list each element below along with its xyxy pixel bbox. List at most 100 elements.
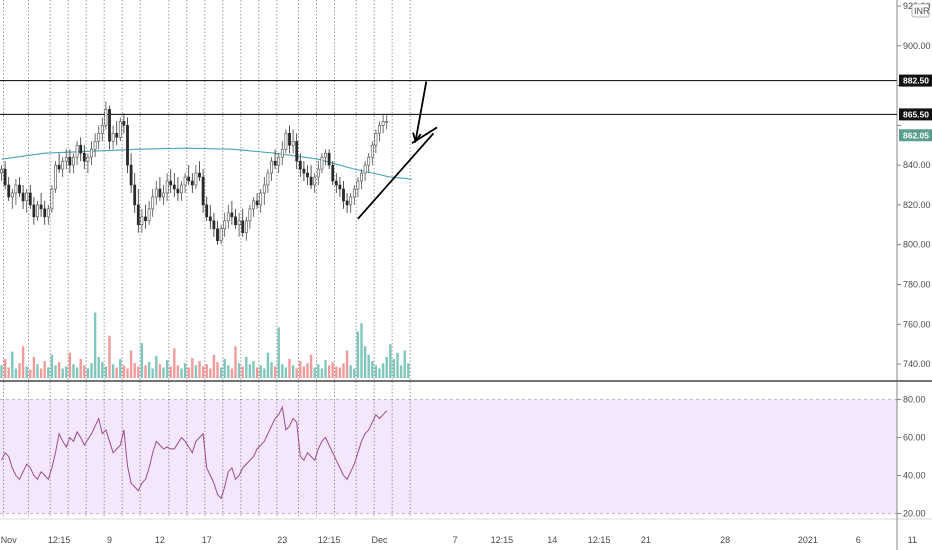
candle-body: [86, 156, 90, 162]
candle-body: [331, 164, 335, 182]
price-axis[interactable]: 920.00900.00840.00820.00800.00780.00760.…: [897, 1, 931, 369]
price-tick-label: 800.00: [903, 240, 931, 250]
candle-body: [104, 109, 108, 126]
rsi-tick-label: 40.00: [903, 471, 926, 481]
volume-bar: [252, 361, 255, 378]
volume-bar: [144, 365, 147, 378]
time-tick-label: 2021: [798, 535, 818, 545]
volume-bar: [212, 354, 216, 378]
candle-body: [14, 184, 18, 194]
volume-bar: [331, 362, 334, 378]
volume-bar: [407, 363, 410, 378]
volume-bar: [165, 360, 169, 378]
rsi-band-fill: [0, 399, 897, 514]
volume-bar: [396, 352, 399, 378]
candle-body: [147, 208, 151, 222]
candle-body: [25, 192, 29, 202]
candle-body: [176, 188, 180, 194]
volume-bar: [389, 344, 392, 378]
candle-body: [360, 172, 363, 182]
horizontal-level-layer[interactable]: [0, 80, 897, 115]
candle-body: [291, 140, 295, 146]
candle-body: [298, 160, 302, 170]
volume-layer: [0, 312, 410, 378]
volume-bar: [50, 354, 54, 378]
volume-bar: [25, 366, 28, 378]
candle-body: [352, 188, 356, 198]
volume-bar: [306, 363, 309, 378]
candle-body: [248, 208, 252, 222]
drawing-layer[interactable]: [357, 81, 438, 220]
candle-body: [50, 188, 54, 210]
candle-body: [32, 204, 36, 218]
time-tick-label: 12:15: [48, 535, 71, 545]
candle-body: [338, 184, 342, 190]
candle-body: [108, 109, 111, 142]
candle-body: [144, 216, 147, 222]
price-tick-label: 740.00: [903, 359, 931, 369]
volume-bar: [302, 366, 306, 378]
candle-body: [230, 212, 234, 218]
candle-body: [162, 192, 165, 198]
candle-body: [234, 216, 237, 226]
level-price-badge: [899, 74, 932, 87]
volume-bar: [363, 346, 367, 378]
candle-body: [378, 125, 381, 134]
candle-body: [320, 156, 324, 170]
drawn-trendline: [357, 132, 435, 220]
volume-bar: [191, 357, 194, 378]
volume-bar: [129, 350, 133, 378]
volume-bar: [83, 365, 86, 378]
rsi-line-layer: [1, 405, 388, 500]
candle-body: [79, 144, 83, 154]
level-price-badge: [899, 108, 932, 121]
candle-body: [302, 168, 306, 174]
candle-body: [252, 200, 255, 210]
candle-body: [277, 156, 281, 166]
time-axis[interactable]: Nov 12:15 9 12 17 23 12:15 Dec 7 12:15 14 12:15 21 28…: [1, 535, 917, 545]
volume-bar: [356, 331, 360, 378]
rsi-tick-label: 80.00: [903, 395, 926, 405]
candle-body: [118, 121, 122, 138]
candle-layer: [0, 101, 389, 245]
volume-bar: [126, 368, 129, 378]
candle-body: [201, 176, 205, 206]
volume-bar: [104, 366, 108, 378]
rsi-line: [1, 405, 388, 500]
volume-bar: [266, 352, 270, 378]
volume-bar: [291, 365, 295, 378]
last-price-badge: [899, 129, 932, 142]
candle-body: [46, 208, 50, 218]
candle-body: [273, 160, 277, 166]
volume-bar: [39, 368, 43, 378]
price-tick-label: 780.00: [903, 279, 931, 289]
volume-bar: [277, 327, 280, 378]
volume-bar: [342, 363, 345, 378]
candle-body: [266, 172, 270, 186]
candle-body: [223, 220, 227, 230]
volume-bar: [237, 363, 241, 378]
candle-body: [0, 168, 3, 174]
candle-body: [262, 184, 266, 194]
volume-bar: [205, 364, 208, 378]
volume-bar: [151, 368, 154, 378]
time-tick-label: 9: [107, 535, 112, 545]
volume-bar: [248, 364, 252, 378]
candle-body: [381, 121, 385, 126]
candle-body: [90, 148, 93, 158]
candle-body: [126, 125, 129, 166]
volume-bar: [180, 368, 183, 378]
volume-bar: [345, 350, 349, 378]
rsi-axis[interactable]: 80.00 60.00 40.00 20.00: [897, 395, 926, 519]
session-divider-layer: [2, 0, 411, 517]
volume-bar: [14, 368, 18, 378]
volume-bar: [173, 348, 176, 378]
volume-bar: [169, 366, 172, 378]
volume-bar: [234, 346, 237, 378]
volume-bar: [216, 362, 219, 378]
volume-bar: [79, 359, 82, 378]
candle-body: [288, 133, 291, 146]
time-tick-label: 14: [547, 535, 557, 545]
candle-body: [129, 164, 133, 186]
